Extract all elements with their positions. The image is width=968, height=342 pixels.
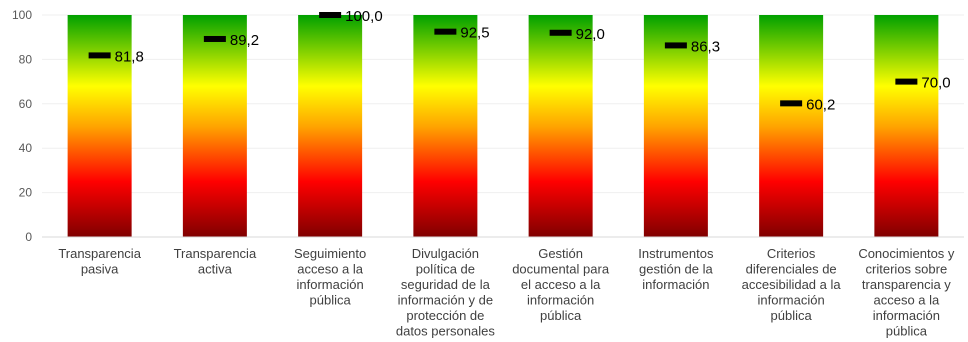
category-label-line: protección de xyxy=(406,308,484,323)
value-marker xyxy=(319,12,341,18)
category-label: Instrumentos gestión de la información xyxy=(638,246,714,292)
category-label-line: seguridad de la xyxy=(401,277,491,292)
category-label-line: información xyxy=(642,277,709,292)
value-marker xyxy=(550,30,572,36)
value-label: 60,2 xyxy=(806,96,835,113)
value-marker xyxy=(780,100,802,106)
category-label-line: información xyxy=(758,293,825,308)
category-label-line: pasiva xyxy=(81,262,119,277)
category-label-line: información xyxy=(873,308,940,323)
category-label-line: información xyxy=(527,293,594,308)
category-label-line: pública xyxy=(886,324,928,339)
category-label-line: transparencia y xyxy=(862,277,951,292)
category-label-line: Seguimiento xyxy=(294,246,366,261)
value-label: 92,0 xyxy=(576,26,605,43)
category-label-line: Transparencia xyxy=(174,246,257,261)
y-tick-label: 80 xyxy=(19,52,33,66)
category-label-line: datos personales xyxy=(396,324,496,339)
category-label: Criterios diferenciales de accesibilidad a… xyxy=(742,246,842,323)
category-label-line: diferenciales de xyxy=(746,262,837,277)
category-label-line: Divulgación xyxy=(412,246,479,261)
value-label: 89,2 xyxy=(230,32,259,49)
bar xyxy=(298,15,362,237)
category-label-line: Conocimientos y xyxy=(858,246,955,261)
category-label-line: Instrumentos xyxy=(638,246,714,261)
value-marker xyxy=(665,42,687,48)
y-axis: 0 20 40 60 80 100 xyxy=(12,8,32,244)
value-marker xyxy=(89,52,111,58)
category-label-line: acceso a la xyxy=(297,262,364,277)
category-label-line: gestión de la xyxy=(639,262,713,277)
bar xyxy=(529,15,593,237)
category-label-line: pública xyxy=(310,293,352,308)
category-label-line: Criterios xyxy=(767,246,816,261)
value-label: 92,5 xyxy=(460,25,489,42)
category-label: Divulgación política de seguridad de la inf… xyxy=(396,246,496,339)
value-marker xyxy=(204,36,226,42)
category-label-line: pública xyxy=(540,308,582,323)
y-tick-label: 20 xyxy=(19,186,33,200)
category-label-line: criterios sobre xyxy=(866,262,948,277)
category-label-line: Transparencia xyxy=(58,246,141,261)
category-label-line: activa xyxy=(198,262,233,277)
category-label: Seguimiento acceso a la información pública xyxy=(294,246,366,308)
category-label-line: Gestión xyxy=(538,246,583,261)
y-tick-label: 60 xyxy=(19,97,33,111)
value-marker xyxy=(434,29,456,35)
value-label: 70,0 xyxy=(921,75,950,92)
y-tick-label: 40 xyxy=(19,141,33,155)
category-label-line: el acceso a la xyxy=(521,277,601,292)
category-label: Transparencia activa xyxy=(174,246,257,277)
category-label-line: pública xyxy=(771,308,813,323)
category-label: Conocimientos y criterios sobre transparen… xyxy=(858,246,955,339)
category-label-line: información y de xyxy=(398,293,493,308)
bar xyxy=(413,15,477,237)
y-tick-label: 0 xyxy=(25,230,32,244)
category-label: Transparencia pasiva xyxy=(58,246,141,277)
value-label: 86,3 xyxy=(691,38,720,55)
y-tick-label: 100 xyxy=(12,8,32,22)
category-label-line: accesibilidad a la xyxy=(742,277,842,292)
value-label: 81,8 xyxy=(115,48,144,65)
category-label-line: acceso a la xyxy=(873,293,940,308)
value-label: 100,0 xyxy=(345,8,383,25)
category-label-line: documental para xyxy=(512,262,610,277)
category-label: Gestión documental para el acceso a la info… xyxy=(512,246,610,323)
value-marker xyxy=(895,79,917,85)
bar xyxy=(759,15,823,237)
bars xyxy=(68,15,939,237)
category-label-line: política de xyxy=(416,262,475,277)
category-label-line: información xyxy=(297,277,364,292)
bar xyxy=(874,15,938,237)
